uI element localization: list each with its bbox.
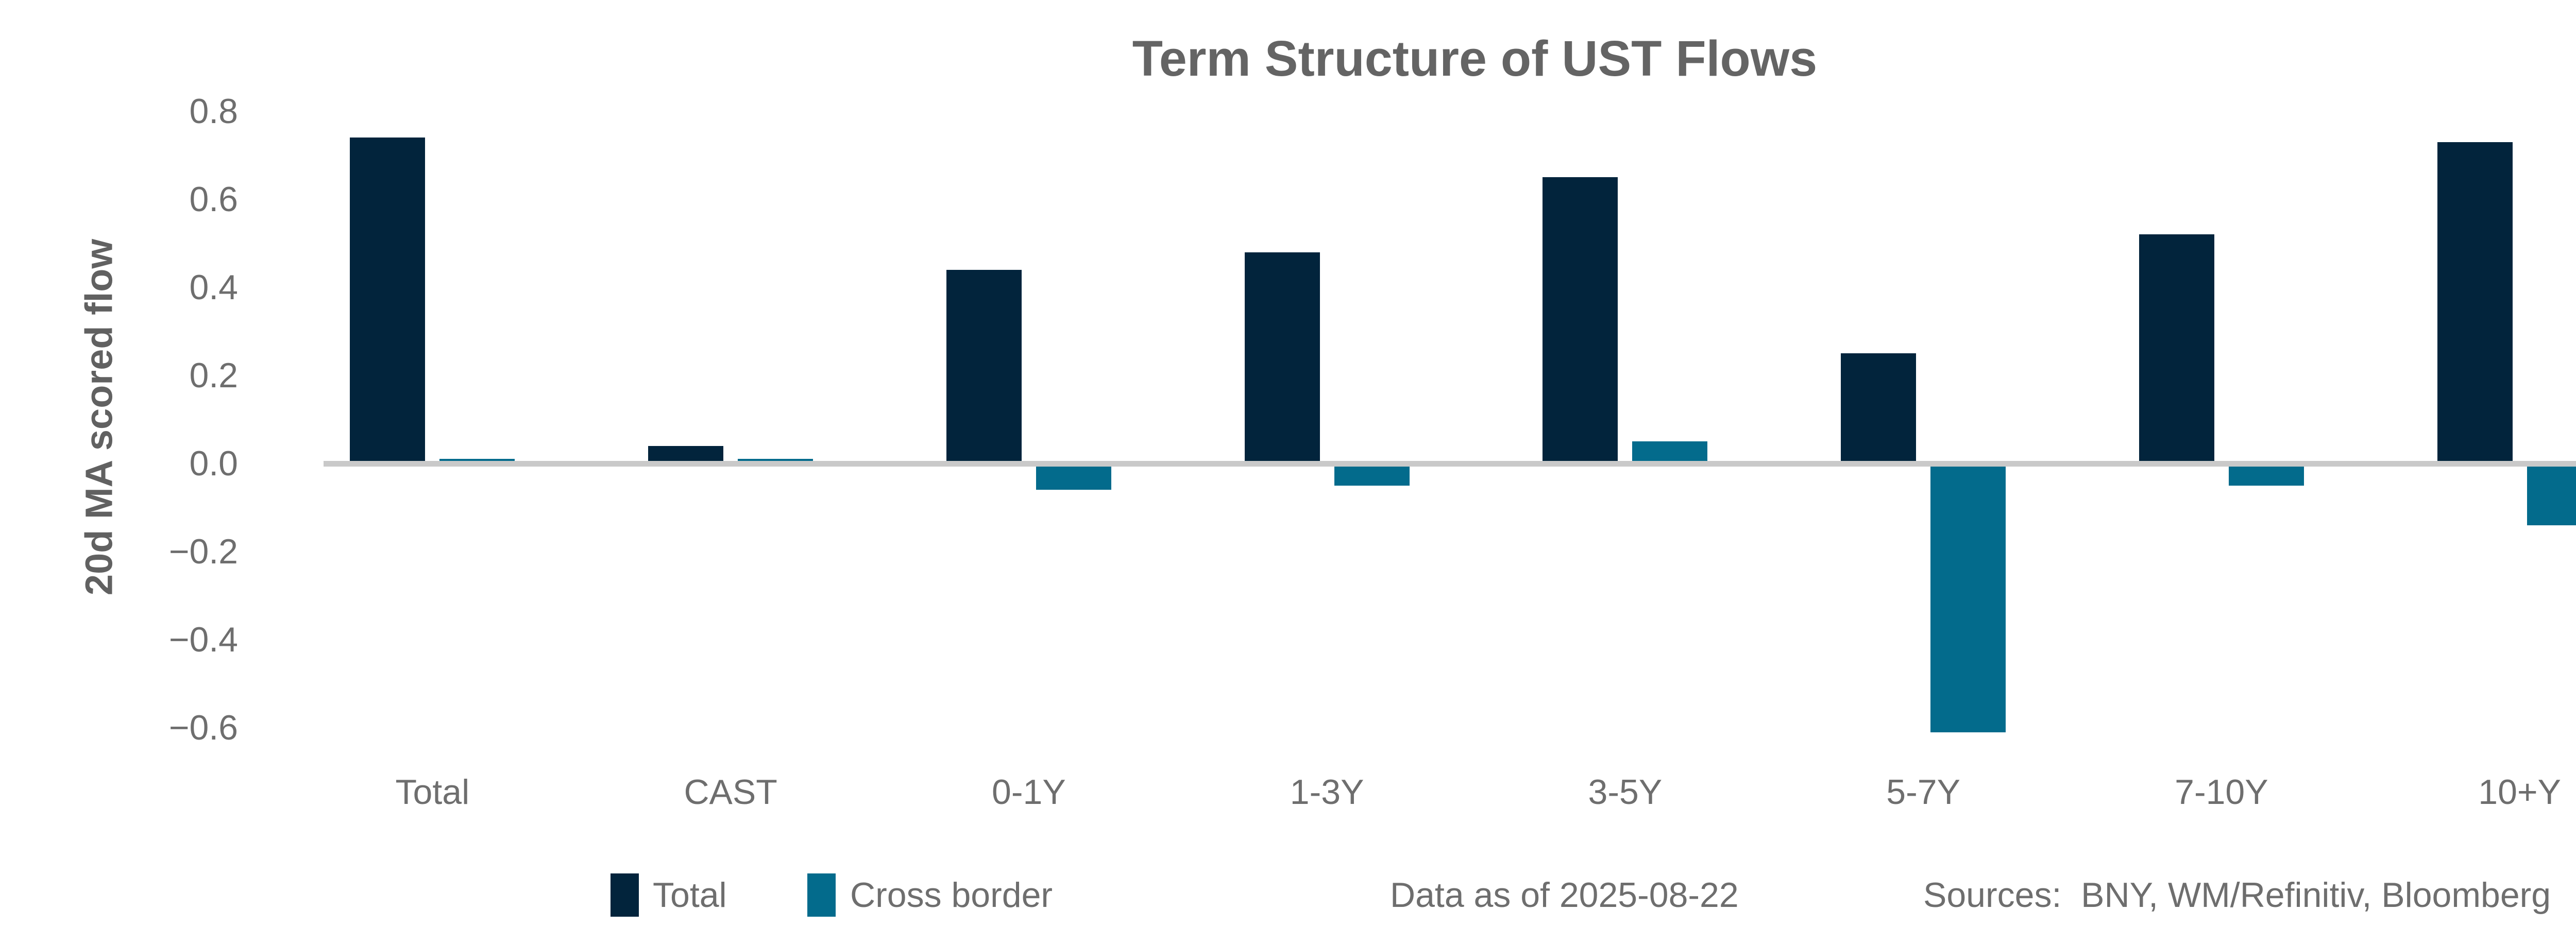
y-tick-label-0.8: 0.8 bbox=[189, 92, 238, 131]
x-tick-label-3-5y: 3-5Y bbox=[1588, 772, 1663, 812]
footnote-sources: Sources: BNY, WM/Refinitiv, Bloomberg bbox=[1923, 876, 2551, 915]
y-tick-label-−0.6: −0.6 bbox=[168, 708, 238, 747]
chart-title: Term Structure of UST Flows bbox=[1132, 30, 1818, 87]
bar-cross-border-7-10y bbox=[2228, 464, 2304, 486]
bar-total-0-1y bbox=[946, 269, 1022, 464]
legend-swatch-total-icon bbox=[611, 873, 639, 917]
legend-and-footnotes: Total Cross border Data as of 2025-08-22… bbox=[0, 869, 2576, 921]
y-tick-label-0.4: 0.4 bbox=[189, 268, 238, 307]
bar-cross-border-3-5y bbox=[1632, 441, 1708, 464]
bar-total-cast bbox=[648, 445, 724, 464]
bar-total-5-7y bbox=[1841, 353, 1917, 464]
zero-line bbox=[324, 461, 2576, 467]
y-tick-label-0.2: 0.2 bbox=[189, 356, 238, 395]
legend-label-total: Total bbox=[653, 876, 727, 915]
bar-total-1-3y bbox=[1244, 252, 1320, 464]
legend-label-cross-border: Cross border bbox=[850, 876, 1053, 915]
footnote-data-as-of: Data as of 2025-08-22 bbox=[1390, 876, 1739, 915]
x-tick-label-total: Total bbox=[395, 772, 470, 812]
x-tick-label-10+y: 10+Y bbox=[2478, 772, 2561, 812]
bar-cross-border-1-3y bbox=[1334, 464, 1410, 486]
bar-total-3-5y bbox=[1543, 177, 1618, 464]
y-tick-label-−0.2: −0.2 bbox=[168, 532, 238, 571]
x-tick-label-7-10y: 7-10Y bbox=[2175, 772, 2268, 812]
x-tick-label-cast: CAST bbox=[684, 772, 777, 812]
x-tick-label-0-1y: 0-1Y bbox=[992, 772, 1066, 812]
bar-cross-border-10+y bbox=[2527, 464, 2576, 525]
y-tick-label-0.0: 0.0 bbox=[189, 444, 238, 483]
legend-swatch-cross-border-icon bbox=[807, 873, 836, 917]
y-tick-label-0.6: 0.6 bbox=[189, 180, 238, 219]
bar-cross-border-5-7y bbox=[1930, 464, 2006, 732]
x-tick-label-5-7y: 5-7Y bbox=[1886, 772, 1960, 812]
bar-total-total bbox=[350, 138, 426, 464]
bar-cross-border-0-1y bbox=[1036, 464, 1111, 490]
y-tick-label-−0.4: −0.4 bbox=[168, 620, 238, 659]
bar-total-10+y bbox=[2437, 142, 2513, 464]
bar-total-7-10y bbox=[2139, 234, 2214, 464]
x-tick-label-1-3y: 1-3Y bbox=[1290, 772, 1364, 812]
